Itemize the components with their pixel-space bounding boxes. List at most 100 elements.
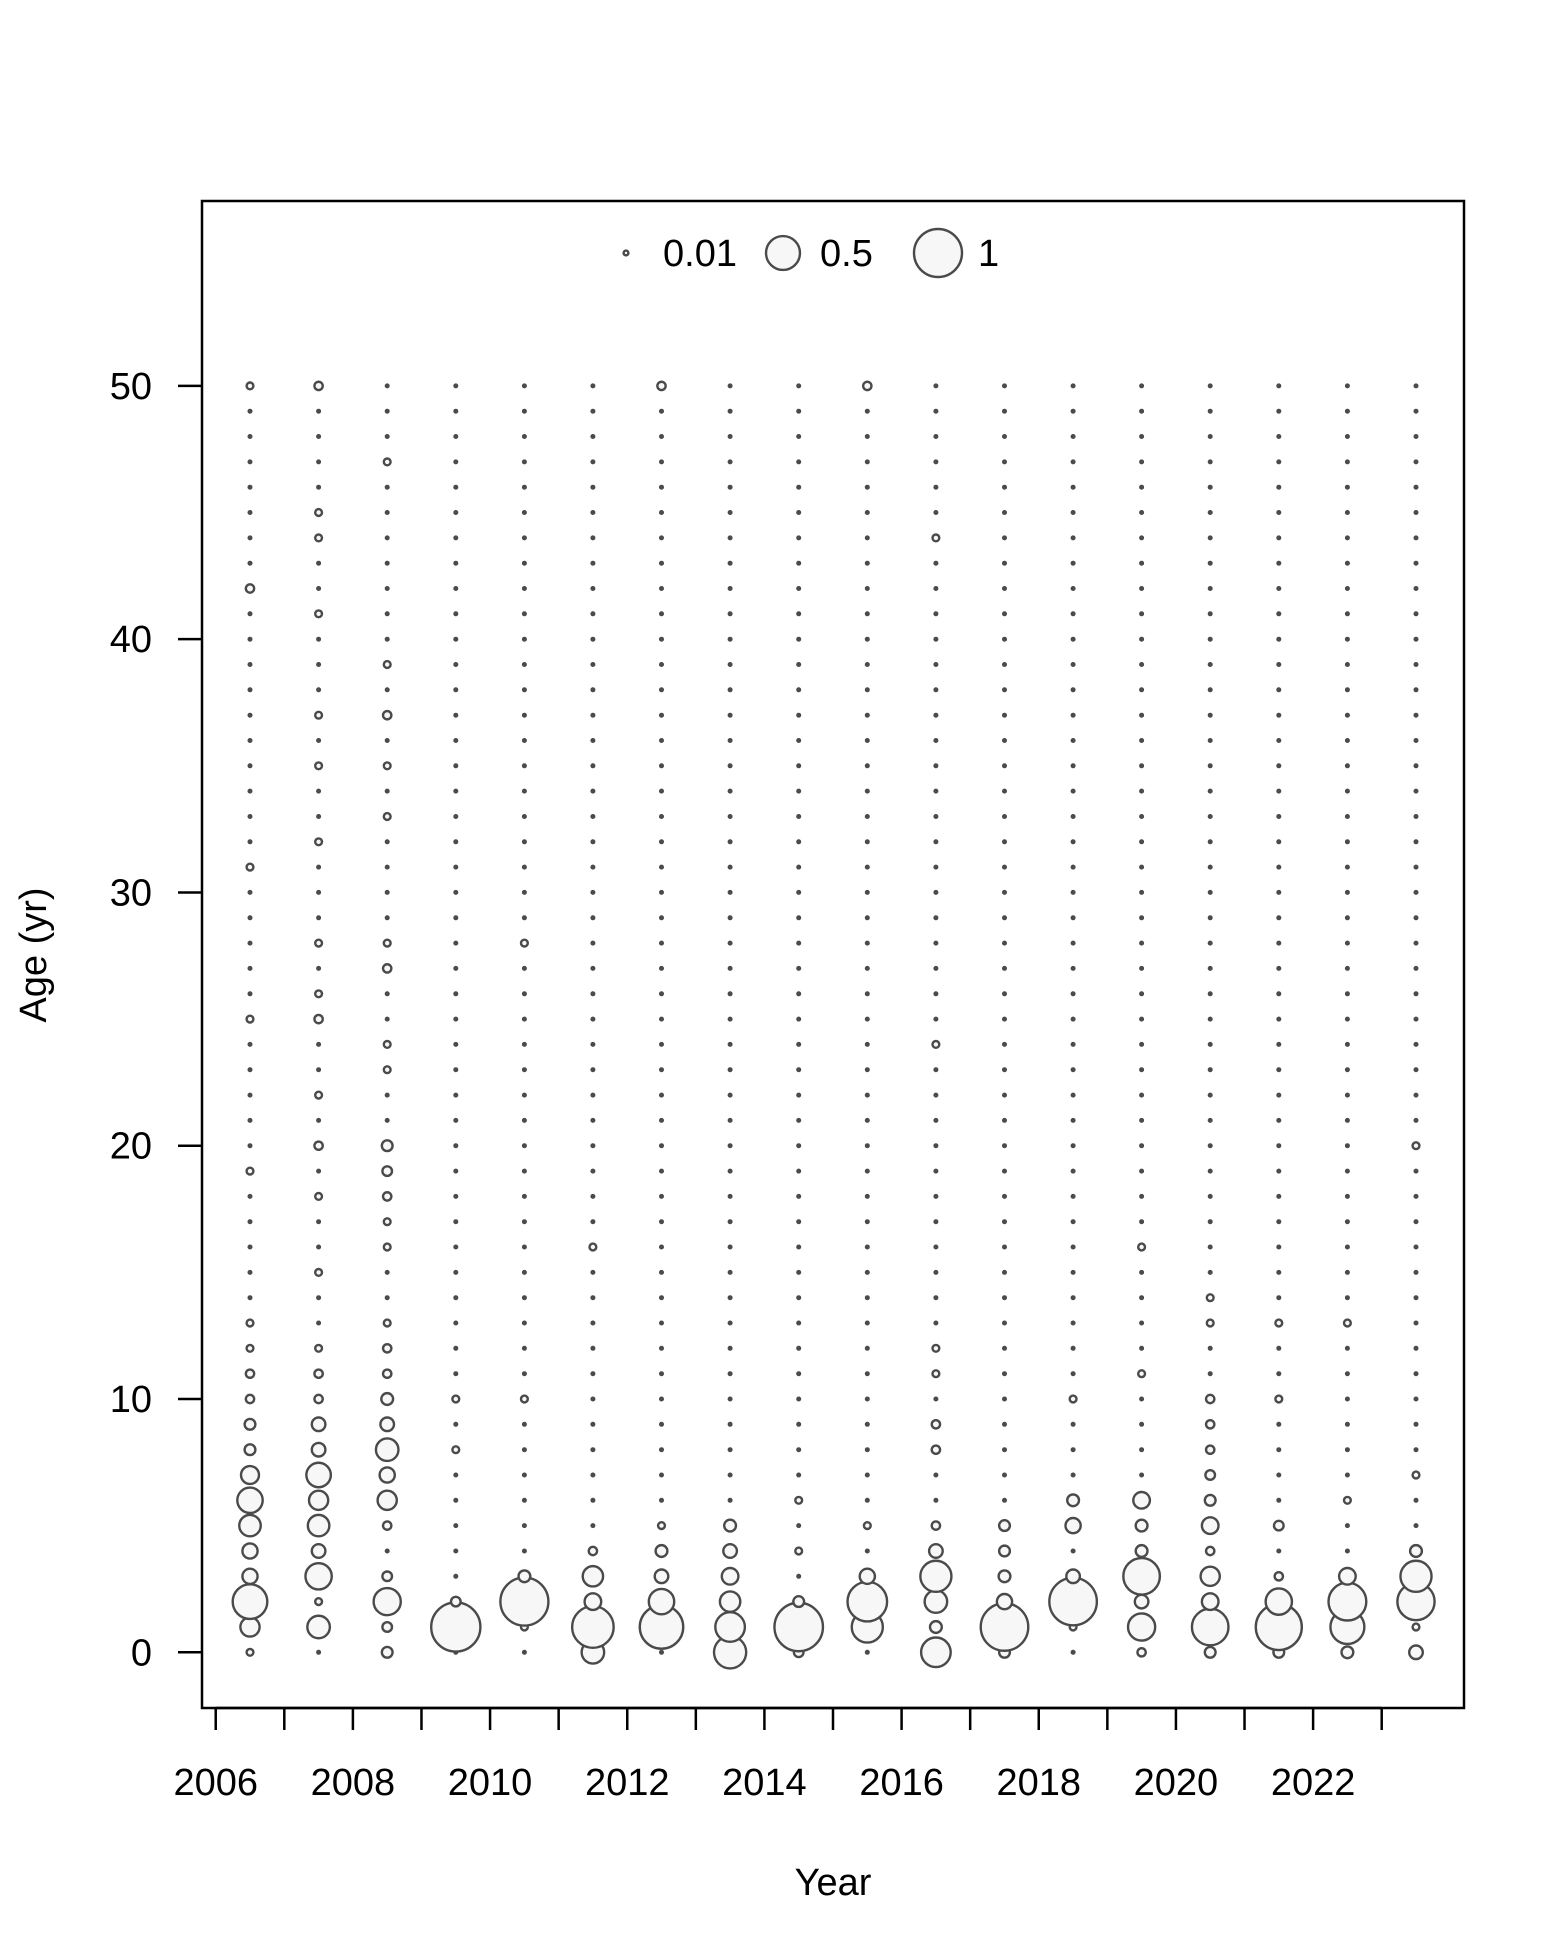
bubble xyxy=(453,915,459,921)
legend-bubble xyxy=(912,227,964,279)
bubble xyxy=(773,1601,825,1653)
bubble xyxy=(658,788,665,794)
bubble xyxy=(796,661,802,668)
bubble xyxy=(384,839,390,845)
bubble-layer xyxy=(231,380,1436,1670)
bubble xyxy=(384,636,390,642)
bubble xyxy=(919,1559,953,1594)
bubble xyxy=(247,991,253,997)
bubble xyxy=(727,763,733,769)
bubble xyxy=(247,636,253,642)
bubble xyxy=(581,1564,605,1588)
bubble xyxy=(521,1497,527,1503)
bubble xyxy=(1139,712,1145,718)
bubble xyxy=(1070,1371,1076,1377)
bubble xyxy=(590,585,596,592)
bubble xyxy=(1136,1646,1147,1658)
bubble xyxy=(1413,1092,1419,1098)
bubble xyxy=(247,611,253,617)
bubble xyxy=(933,991,939,997)
bubble xyxy=(658,965,665,971)
bubble xyxy=(727,611,733,617)
bubble xyxy=(316,1219,322,1225)
bubble xyxy=(384,484,390,490)
bubble xyxy=(1276,1244,1282,1250)
bubble xyxy=(933,1193,939,1199)
bubble xyxy=(1070,1345,1076,1351)
bubble xyxy=(1207,813,1213,820)
bubble xyxy=(521,1320,527,1326)
bubble xyxy=(1413,1295,1419,1301)
bubble xyxy=(1204,1545,1216,1557)
bubble xyxy=(384,1548,390,1554)
bubble xyxy=(1070,1092,1076,1098)
bubble xyxy=(727,1295,733,1301)
bubble xyxy=(247,940,253,946)
bubble xyxy=(933,433,939,440)
bubble xyxy=(316,560,322,566)
bubble xyxy=(864,991,870,997)
bubble xyxy=(1344,813,1350,820)
bubble xyxy=(1001,1117,1008,1123)
bubble xyxy=(453,1041,459,1047)
bubble xyxy=(1413,712,1419,718)
bubble xyxy=(796,636,802,642)
bubble xyxy=(718,1590,742,1613)
bubble xyxy=(1276,1472,1282,1478)
bubble xyxy=(1207,687,1213,693)
bubble xyxy=(933,864,939,870)
bubble xyxy=(521,1219,527,1225)
bubble xyxy=(590,484,596,490)
bubble xyxy=(384,889,390,895)
bubble xyxy=(590,763,596,769)
bubble xyxy=(1134,1543,1149,1559)
bubble xyxy=(933,712,939,718)
bubble xyxy=(521,864,527,870)
bubble xyxy=(864,611,870,617)
bubble xyxy=(1413,1396,1419,1402)
bubble xyxy=(727,991,733,997)
bubble xyxy=(521,509,527,516)
bubble xyxy=(1070,788,1076,794)
bubble xyxy=(1413,636,1419,642)
bubble xyxy=(864,1244,870,1250)
bubble xyxy=(933,737,939,744)
bubble xyxy=(1001,1168,1008,1174)
bubble xyxy=(864,763,870,769)
bubble xyxy=(1205,1293,1215,1303)
bubble xyxy=(930,1418,942,1430)
bubble xyxy=(453,1523,459,1529)
bubble xyxy=(1001,1472,1008,1478)
bubble xyxy=(1139,991,1145,997)
bubble xyxy=(453,687,459,693)
bubble xyxy=(658,1649,665,1655)
bubble xyxy=(453,1168,459,1174)
bubble xyxy=(1274,1394,1284,1404)
bubble xyxy=(590,408,596,414)
bubble xyxy=(1276,1548,1282,1554)
bubble xyxy=(658,661,665,668)
bubble xyxy=(590,459,596,465)
bubble xyxy=(658,1117,665,1123)
bubble xyxy=(1413,788,1419,794)
bubble xyxy=(796,1573,802,1579)
bubble xyxy=(313,380,324,392)
bubble xyxy=(453,1320,459,1326)
bubble xyxy=(1139,763,1145,769)
bubble xyxy=(1207,1117,1213,1123)
bubble xyxy=(1408,1543,1424,1559)
bubble xyxy=(727,915,733,921)
bubble xyxy=(1207,712,1213,718)
bubble xyxy=(1207,1193,1213,1199)
bubble xyxy=(933,1092,939,1098)
bubble xyxy=(314,1191,324,1201)
bubble xyxy=(1070,1041,1076,1047)
bubble xyxy=(1070,484,1076,490)
bubble xyxy=(1344,1041,1350,1047)
bubble xyxy=(381,1620,394,1633)
bubble xyxy=(1001,585,1008,592)
bubble xyxy=(658,1447,665,1453)
bubble xyxy=(519,1394,529,1404)
bubble xyxy=(590,839,596,845)
bubble xyxy=(1413,1244,1419,1250)
